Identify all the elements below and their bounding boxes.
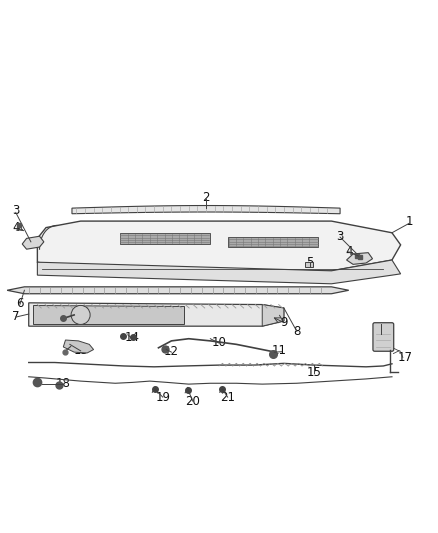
Text: 13: 13 [73, 344, 88, 357]
Text: 8: 8 [293, 325, 300, 338]
Text: 20: 20 [186, 395, 201, 408]
Text: 3: 3 [12, 204, 19, 217]
Text: 4: 4 [345, 245, 353, 258]
Text: 4: 4 [12, 221, 20, 234]
Polygon shape [346, 253, 372, 264]
Polygon shape [120, 233, 210, 244]
Text: 15: 15 [307, 366, 321, 379]
Polygon shape [228, 237, 318, 247]
Circle shape [71, 305, 90, 325]
Polygon shape [33, 305, 184, 324]
Text: 18: 18 [56, 377, 71, 390]
Polygon shape [29, 303, 284, 326]
Polygon shape [37, 221, 401, 271]
Text: 12: 12 [164, 345, 179, 358]
Text: 19: 19 [155, 391, 170, 403]
Text: 17: 17 [397, 351, 413, 364]
Polygon shape [72, 206, 340, 214]
Polygon shape [262, 304, 284, 326]
Text: 6: 6 [16, 297, 24, 310]
Text: 11: 11 [272, 344, 287, 357]
Text: 14: 14 [125, 332, 140, 344]
Text: 7: 7 [12, 310, 20, 322]
Polygon shape [37, 260, 401, 284]
FancyBboxPatch shape [373, 322, 394, 351]
Text: 2: 2 [202, 191, 210, 204]
FancyBboxPatch shape [305, 262, 313, 268]
Polygon shape [64, 340, 94, 353]
Text: 21: 21 [220, 391, 235, 403]
Text: 9: 9 [280, 316, 288, 329]
Polygon shape [22, 236, 44, 249]
Text: 16: 16 [376, 329, 391, 342]
Text: 5: 5 [306, 256, 314, 269]
Text: 1: 1 [406, 215, 413, 228]
Polygon shape [7, 287, 349, 294]
Text: 10: 10 [212, 336, 226, 349]
Text: 3: 3 [336, 230, 344, 243]
